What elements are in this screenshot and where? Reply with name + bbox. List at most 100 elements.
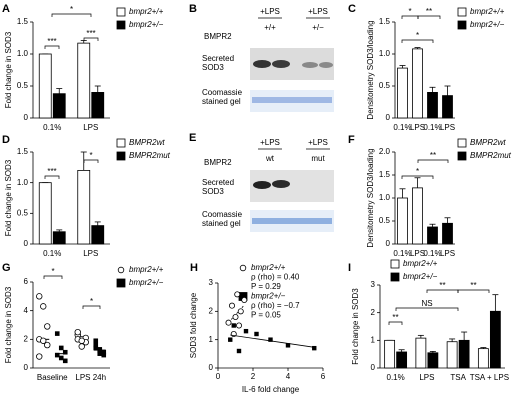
y-tick-label: 0 [24, 113, 29, 122]
data-point [78, 337, 85, 344]
panel-letter: I [348, 262, 351, 274]
band [302, 62, 318, 68]
band [253, 60, 271, 68]
data-point [44, 341, 51, 349]
data-point [243, 328, 249, 334]
bar [477, 348, 489, 369]
row-label: BMPR2 [204, 32, 232, 41]
data-point [54, 331, 60, 336]
y-tick-label: 1.5 [379, 17, 391, 26]
significance-bracket [457, 289, 490, 293]
data-point [54, 352, 60, 358]
legend-label: bmpr2+/+ [470, 7, 505, 16]
bar [38, 53, 52, 119]
y-tick-label: 0.5 [379, 216, 391, 225]
genotype-label: mut [311, 154, 325, 163]
legend-label: BMPR2wt [129, 138, 165, 147]
data-point [101, 349, 107, 355]
gel-label: Coomassie stained gel [202, 88, 243, 106]
data-point [62, 358, 68, 364]
bar [384, 339, 396, 369]
bar [77, 42, 91, 119]
legend-label: bmpr2+/− [129, 20, 164, 29]
panel-letter: E [189, 132, 196, 144]
significance-label: * [51, 267, 54, 276]
significance-label: * [89, 151, 92, 160]
bar [446, 341, 458, 369]
bar [427, 92, 438, 119]
legend-marker [116, 138, 126, 148]
y-tick-label: 1.5 [17, 17, 29, 26]
band [319, 62, 333, 68]
band-label: Secreted SOD3 [202, 178, 235, 196]
legend-marker [116, 20, 126, 30]
legend-label: bmpr2+/− [251, 292, 286, 301]
data-point [101, 352, 107, 358]
data-point [74, 328, 81, 336]
data-point [228, 337, 233, 342]
x-tick-label: 0.1% [43, 249, 61, 258]
y-axis-label: Densitometry SOD3/loading [366, 148, 375, 247]
data-point [44, 323, 51, 330]
y-tick-label: 3 [209, 278, 214, 287]
data-point [40, 303, 47, 310]
legend-label: BMPR2wt [470, 138, 506, 147]
significance-bracket [426, 289, 459, 293]
legend-text: ρ (rho) = 0.40 [251, 273, 300, 282]
significance-label: ** [426, 7, 432, 16]
legend-marker [239, 264, 247, 272]
x-tick-label: 0.1% [387, 373, 405, 382]
data-point [97, 348, 103, 354]
y-tick-label: 0 [371, 363, 376, 372]
y-axis-label: Fold change in SOD3 [4, 31, 13, 108]
chart-panel: D 0 0.5 1.0 1.5 Fold change in SOD3 BMPR2wt BMP… [2, 134, 171, 258]
x-tick-label: 0.1% [393, 123, 411, 132]
significance-bracket [388, 321, 403, 325]
x-tick-label: 2 [251, 372, 256, 381]
chart-panel: H 0 1 2 3 SOD3 fold change bmpr2+/+ρ (rho) = 0… [189, 262, 326, 394]
legend-marker [116, 7, 126, 17]
treatment-label: +LPS [308, 138, 328, 147]
significance-label: NS [421, 299, 432, 308]
y-tick-label: 1.5 [379, 170, 391, 179]
bar [397, 67, 408, 119]
label-box: Secreted SOD3 [202, 54, 234, 72]
x-tick-label: TSA + LPS [470, 373, 509, 382]
data-point [228, 302, 235, 309]
y-axis-label: SOD3 fold change [189, 292, 198, 358]
panel-letter: F [348, 134, 355, 146]
genotype-label: wt [265, 154, 275, 163]
x-tick-label: LPS [419, 373, 434, 382]
significance-bracket [44, 45, 60, 49]
legend-label: bmpr2+/+ [251, 263, 286, 272]
y-axis-label: Fold change in SOD3 [4, 286, 13, 363]
significance-label: ** [430, 151, 436, 160]
legend-marker [390, 272, 400, 282]
legend-label: bmpr2+/+ [403, 259, 438, 268]
bar [412, 48, 423, 119]
significance-bracket [43, 275, 63, 279]
bar [412, 187, 423, 245]
panel-letter: B [189, 3, 197, 15]
legend-label: BMPR2mut [470, 151, 512, 160]
data-point [234, 291, 241, 298]
x-tick-label: LPS 24h [75, 373, 106, 382]
y-tick-label: 0.5 [379, 81, 391, 90]
significance-label: * [416, 167, 419, 176]
panel-letter: G [2, 262, 11, 274]
band [253, 181, 271, 189]
x-axis-label: IL-6 fold change [242, 385, 300, 394]
bar [427, 226, 438, 245]
chart-panel: G 0 2 4 6 Fold change in SOD3 bmpr2+/+ bmpr2+/−… [2, 262, 164, 382]
x-tick-label: LPS [440, 249, 455, 258]
significance-bracket [401, 15, 419, 19]
y-tick-label: 1.0 [17, 178, 29, 187]
bar [427, 352, 439, 369]
genotype-label: +/+ [264, 23, 276, 32]
bar [77, 169, 91, 245]
legend-text: P = 0.05 [251, 311, 281, 320]
significance-label: ** [439, 281, 445, 290]
data-point [237, 308, 244, 315]
treatment-label: +LPS [260, 138, 280, 147]
